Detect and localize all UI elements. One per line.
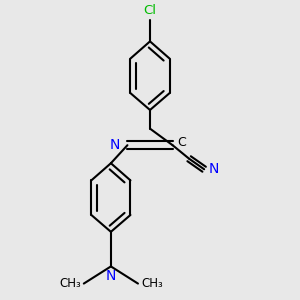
Text: CH₃: CH₃ bbox=[59, 277, 81, 290]
Text: C: C bbox=[177, 136, 186, 149]
Text: N: N bbox=[106, 269, 116, 284]
Text: N: N bbox=[209, 162, 219, 176]
Text: Cl: Cl bbox=[143, 4, 157, 17]
Text: CH₃: CH₃ bbox=[141, 277, 163, 290]
Text: N: N bbox=[110, 138, 120, 152]
